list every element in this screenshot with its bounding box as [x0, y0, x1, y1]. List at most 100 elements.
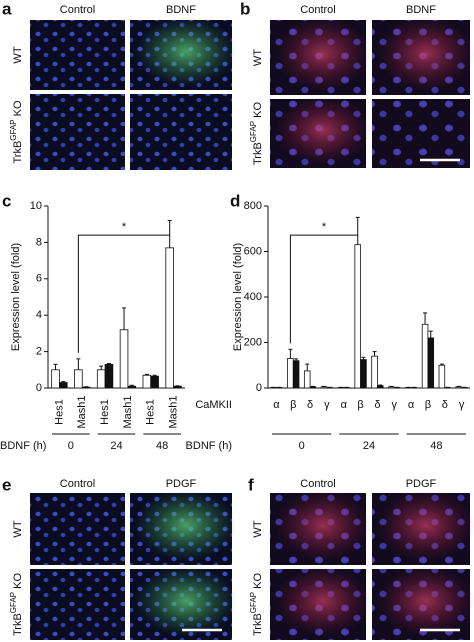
x-tick-label: Hes1	[53, 399, 65, 425]
bar	[455, 386, 462, 389]
significance-label: *	[322, 221, 327, 233]
group-label: 24	[363, 440, 375, 452]
x-tick-label: Mash1	[76, 395, 88, 428]
error-bar	[288, 348, 293, 359]
y-axis-label: Expression level (fold)	[10, 243, 22, 351]
micrograph	[130, 94, 232, 170]
group-label: 0	[68, 440, 74, 452]
x-tick-label: δ	[374, 399, 380, 411]
bar	[81, 386, 91, 389]
row-label-rest: KO	[12, 100, 24, 116]
column-label: BDNF	[166, 4, 196, 16]
row-label-sup: GFAP	[249, 592, 258, 613]
row-label-rest: KO	[252, 573, 264, 589]
bar	[377, 385, 384, 389]
row-label: WT	[252, 49, 264, 66]
error-bar	[129, 384, 134, 387]
row-label: TrkBGFAP KO	[9, 573, 24, 636]
bar	[371, 355, 378, 389]
bar	[421, 323, 429, 389]
x-tick-label: β	[425, 399, 431, 411]
y-tick-label: 0	[36, 382, 42, 394]
row-label-sup: GFAP	[9, 119, 18, 140]
row-label: WT	[12, 46, 24, 63]
bar	[104, 363, 114, 389]
y-tick-label: 6	[36, 273, 42, 285]
stain	[135, 16, 238, 87]
column-label: BDNF	[406, 4, 436, 16]
error-bar	[361, 356, 366, 360]
column-label: Control	[300, 4, 335, 16]
y-tick-label: 10	[30, 200, 42, 212]
stain	[274, 16, 371, 92]
x-tick-label: β	[357, 399, 363, 411]
row-label-sup: GFAP	[9, 592, 18, 613]
stain	[135, 565, 238, 637]
row-label: WT	[12, 520, 24, 537]
x-tick-label: α	[273, 399, 280, 411]
bar	[127, 385, 137, 389]
column-label: PDGF	[406, 478, 437, 490]
column-label: PDGF	[166, 478, 197, 490]
error-bar	[305, 363, 310, 371]
stain	[274, 565, 371, 637]
column-label: Control	[60, 4, 95, 16]
error-bar	[144, 373, 149, 376]
error-bar	[355, 216, 360, 245]
x-tick-label: Mash1	[167, 395, 179, 428]
row-label: TrkBGFAP KO	[249, 573, 264, 636]
bar	[360, 359, 367, 389]
x-tick-label: γ	[392, 399, 398, 411]
error-bar	[294, 358, 299, 361]
bar	[309, 386, 317, 389]
y-tick-label: 200	[244, 336, 262, 348]
row-label: CaMKII	[195, 399, 232, 411]
group-label: 48	[156, 440, 168, 452]
panel-letter: b	[240, 0, 250, 18]
row-label-base: TrkB	[252, 142, 264, 165]
bar	[142, 374, 152, 389]
bar	[287, 358, 294, 389]
x-tick-label: Hes1	[99, 399, 111, 425]
y-tick-label: 4	[36, 309, 42, 321]
bar	[165, 247, 174, 389]
x-tick-label: δ	[307, 399, 313, 411]
error-bar	[76, 358, 81, 370]
bar	[51, 369, 60, 389]
stain	[274, 489, 371, 562]
error-bar	[423, 312, 428, 325]
bar	[354, 244, 361, 389]
y-tick-label: 0	[256, 382, 262, 394]
bar	[173, 385, 182, 389]
row-label-base: TrkB	[252, 613, 264, 636]
bar	[96, 369, 106, 389]
error-bar	[167, 220, 172, 248]
x-tick-label: β	[290, 399, 296, 411]
group-axis-label: BDNF (h)	[186, 440, 232, 452]
micrograph	[30, 569, 125, 640]
column-label: Control	[300, 478, 335, 490]
bar	[150, 375, 159, 389]
panel-letter: d	[230, 191, 240, 210]
micrograph	[30, 493, 125, 565]
error-bar	[152, 374, 157, 377]
error-bar	[428, 330, 433, 338]
significance-bracket	[77, 234, 170, 353]
x-tick-label: δ	[442, 399, 448, 411]
x-tick-label: α	[341, 399, 348, 411]
x-tick-label: Hes1	[145, 399, 157, 425]
significance-label: *	[122, 221, 127, 233]
row-label: WT	[252, 520, 264, 537]
stain	[135, 489, 238, 562]
bar	[119, 329, 129, 389]
column-label: Control	[60, 478, 95, 490]
group-label: 24	[110, 440, 122, 452]
row-label-rest: KO	[12, 573, 24, 589]
panel-letter: a	[2, 0, 12, 18]
x-tick-label: Mash1	[122, 395, 134, 428]
x-tick-label: γ	[324, 399, 330, 411]
error-bar	[106, 362, 111, 365]
